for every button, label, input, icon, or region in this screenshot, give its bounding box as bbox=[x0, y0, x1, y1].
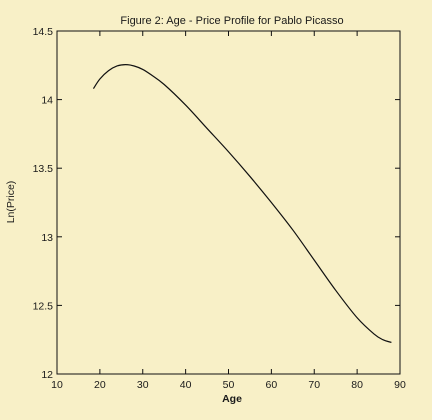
x-tick-label: 80 bbox=[351, 379, 363, 391]
axis-ticks: 10 20 30 40 50 60 70 80 90 12 12.5 13 13.5 14 14.5 bbox=[33, 26, 406, 391]
chart-title: Figure 2: Age - Price Profile for Pablo … bbox=[120, 15, 343, 27]
plot-area bbox=[56, 30, 401, 375]
x-tick-label: 90 bbox=[394, 379, 406, 391]
y-tick-label: 13.5 bbox=[33, 163, 54, 175]
y-tick-label: 12 bbox=[41, 369, 53, 381]
x-tick-label: 60 bbox=[266, 379, 278, 391]
x-tick-label: 50 bbox=[223, 379, 235, 391]
y-tick-label: 13 bbox=[41, 232, 53, 244]
price-profile-line bbox=[92, 64, 392, 344]
y-tick-label: 14 bbox=[41, 95, 53, 107]
x-tick-label: 10 bbox=[51, 379, 63, 391]
x-tick-label: 20 bbox=[94, 379, 106, 391]
x-axis-label: Age bbox=[222, 393, 242, 405]
x-tick-label: 30 bbox=[137, 379, 149, 391]
y-tick-label: 14.5 bbox=[33, 26, 54, 38]
y-tick-label: 12.5 bbox=[33, 300, 54, 312]
y-axis-label: Ln(Price) bbox=[5, 181, 17, 224]
x-tick-label: 70 bbox=[308, 379, 320, 391]
x-tick-label: 40 bbox=[180, 379, 192, 391]
